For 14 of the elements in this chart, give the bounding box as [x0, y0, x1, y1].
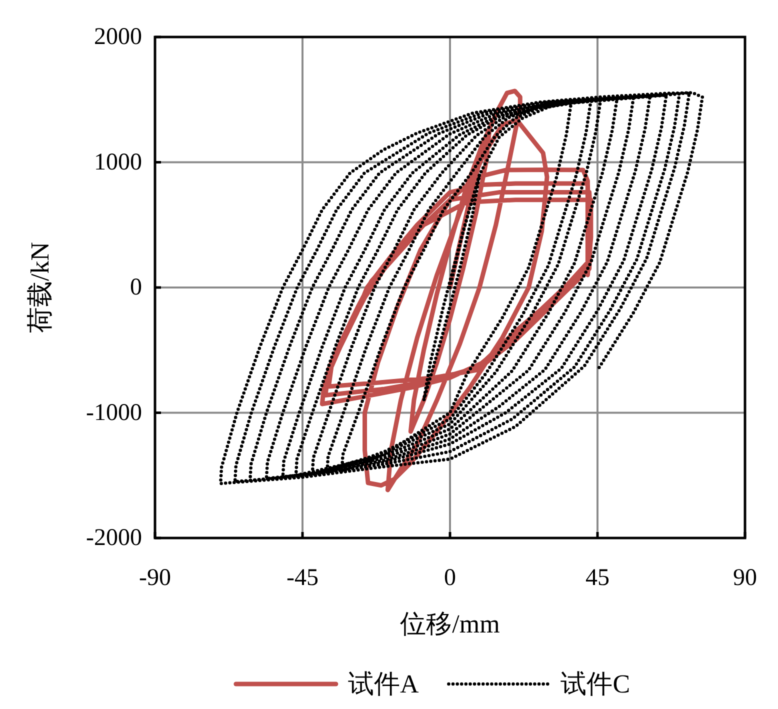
- y-tick-label: 0: [130, 274, 142, 300]
- legend-label: 试件C: [560, 670, 630, 698]
- x-tick-label: 0: [444, 565, 456, 591]
- x-tick-label: 90: [733, 565, 757, 591]
- y-tick-label: -1000: [86, 400, 142, 426]
- x-tick-label: -45: [286, 565, 318, 591]
- x-axis-title: 位移/mm: [400, 610, 500, 638]
- y-axis-title: 荷载/kN: [26, 242, 54, 333]
- y-tick-label: 1000: [94, 149, 142, 176]
- x-tick-label: 45: [586, 565, 610, 591]
- x-tick-label: -90: [139, 565, 171, 591]
- legend-label: 试件A: [348, 670, 419, 698]
- y-tick-label: -2000: [86, 525, 142, 551]
- y-tick-label: 2000: [94, 24, 142, 50]
